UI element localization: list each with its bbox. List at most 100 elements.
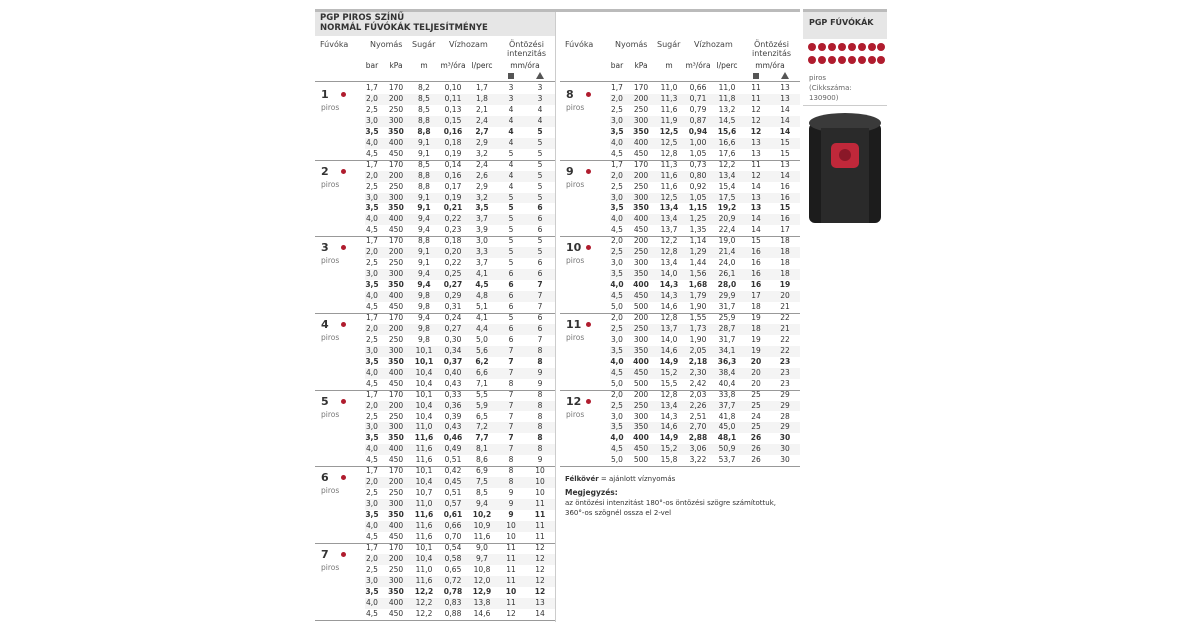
cell: 4,0	[366, 137, 378, 147]
cell: 14,3	[659, 280, 679, 290]
row-stripe	[365, 553, 555, 565]
cell: 4,5	[611, 225, 623, 235]
cell: 0,87	[689, 115, 707, 125]
group-rule	[560, 236, 800, 238]
cell: 9,8	[418, 302, 430, 311]
cell: 12	[535, 553, 545, 563]
cell: 3,22	[689, 455, 707, 465]
cell: 3,0	[611, 192, 623, 202]
col-header: Fúvóka	[565, 40, 594, 49]
cell: 11	[506, 597, 516, 607]
cell: 0,14	[444, 159, 462, 169]
cell: 25	[751, 422, 761, 432]
cell: 13,4	[659, 203, 679, 213]
cell: 200	[388, 93, 404, 103]
cell: 300	[633, 334, 649, 344]
color-name: piros	[566, 179, 585, 189]
cell: 4	[508, 126, 514, 136]
cell: 1,25	[689, 214, 707, 224]
cell: 1,7	[366, 466, 378, 476]
cell: 11,9	[660, 115, 678, 125]
cell: 450	[633, 225, 649, 235]
cell: 1,55	[689, 312, 707, 322]
cell: 1,8	[476, 93, 488, 103]
cell: 45,0	[718, 422, 736, 432]
cell: 3	[508, 93, 514, 103]
cell: 9	[508, 499, 514, 509]
cell: 3,5	[365, 356, 379, 366]
cell: 4,1	[476, 312, 488, 322]
cell: 7	[508, 433, 514, 443]
cell: 18	[780, 269, 790, 279]
cell: 9,4	[418, 214, 430, 224]
cell: 4,5	[366, 378, 378, 388]
cell: 8,8	[418, 170, 430, 180]
cell: 1,7	[366, 312, 378, 322]
cell: 15,2	[660, 367, 678, 377]
cell: 31,7	[718, 334, 736, 344]
cell: 4,8	[476, 291, 488, 301]
cell: 12,8	[660, 389, 678, 399]
cell: 0,16	[443, 126, 463, 136]
cell: 12	[751, 115, 761, 125]
cell: 12	[750, 126, 762, 136]
cell: 5,9	[476, 400, 488, 410]
color-name: piros	[566, 103, 585, 112]
cell: 200	[388, 477, 404, 487]
cell: 18	[780, 258, 790, 268]
cell: 19	[751, 334, 761, 344]
cell: 10,1	[414, 356, 434, 366]
cell: 16,6	[718, 137, 736, 147]
cell: 0,33	[444, 389, 462, 399]
cell: 5,5	[476, 389, 488, 399]
cell: 0,25	[444, 269, 462, 279]
cell: 28,7	[718, 323, 736, 333]
cell: 2,5	[611, 323, 623, 333]
icon-triangle	[536, 72, 544, 79]
cell: 2,5	[611, 400, 623, 410]
unit: l/perc	[471, 61, 493, 70]
cell: 10,4	[415, 367, 433, 377]
cell: 13	[780, 83, 790, 92]
cell: 170	[388, 389, 404, 399]
cell: 3,7	[476, 258, 488, 268]
cell: 8	[537, 389, 543, 399]
cell: 10	[506, 531, 516, 541]
cell: 11,0	[660, 83, 678, 92]
cell: 50,9	[718, 444, 736, 454]
cell: 5	[508, 203, 514, 213]
cell: 19	[751, 345, 761, 355]
cell: 3,0	[366, 575, 378, 585]
cell: 18	[751, 302, 761, 311]
cell: 13	[751, 192, 761, 202]
cell: 6	[508, 291, 514, 301]
cell: 2,5	[611, 181, 623, 191]
cell: 0,83	[444, 597, 462, 607]
cell: 0,57	[444, 499, 462, 509]
cell: 13	[780, 93, 790, 103]
cell: 5,6	[476, 345, 488, 355]
cell: 2,0	[366, 247, 378, 257]
cell: 9	[508, 510, 514, 520]
cell: 200	[388, 553, 404, 563]
cell: 13	[751, 137, 761, 147]
cell: 7	[508, 367, 514, 377]
cell: 300	[388, 192, 404, 202]
cell: 15	[780, 137, 790, 147]
row-stripe	[365, 521, 555, 532]
cell: 0,39	[444, 411, 462, 421]
cell: 14,3	[660, 291, 678, 301]
cell: 3,0	[366, 115, 378, 125]
cell: 48,1	[717, 433, 737, 443]
cell: 3,2	[476, 148, 488, 158]
row-stripe	[610, 115, 800, 127]
cell: 1,05	[689, 192, 707, 202]
cell: 1,7	[366, 389, 378, 399]
cell: 450	[388, 608, 404, 618]
cell: 10,8	[473, 564, 491, 574]
note-title: Megjegyzés:	[565, 488, 618, 497]
cell: 5	[537, 126, 543, 136]
cell: 200	[388, 170, 404, 180]
side-rule	[803, 105, 887, 106]
cell: 3,0	[366, 345, 378, 355]
